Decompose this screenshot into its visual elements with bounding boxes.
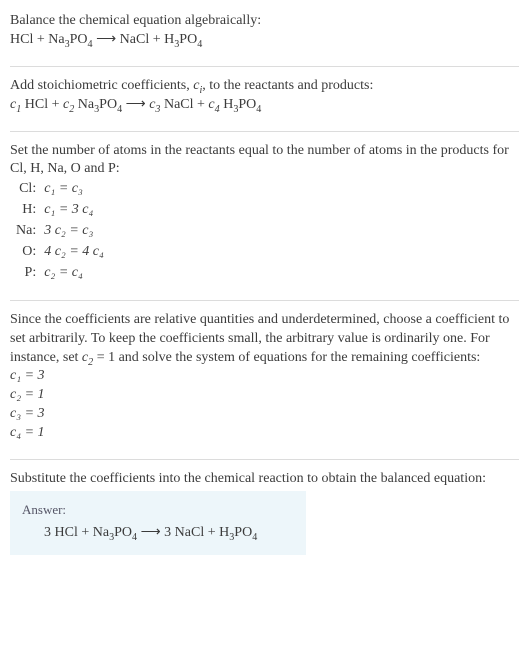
- subst-line: Substitute the coefficients into the che…: [10, 470, 519, 489]
- intro-section: Balance the chemical equation algebraica…: [10, 8, 519, 60]
- product-1: NaCl: [120, 32, 150, 47]
- atoms-table: Cl: c₁ = c₃ H: c₁ = 3 c₄ Na: 3 c₂ = c₃ O…: [14, 179, 110, 283]
- answer-label: Answer:: [22, 501, 294, 519]
- element-label: P:: [14, 263, 42, 284]
- separator: [10, 131, 519, 132]
- solve-para: Since the coefficients are relative quan…: [10, 311, 519, 368]
- stoich-section: Add stoichiometric coefficients, ci, to …: [10, 73, 519, 125]
- atom-balance: c₂ = c₄: [42, 263, 110, 284]
- solve-section: Since the coefficients are relative quan…: [10, 307, 519, 453]
- stoich-equation: c1 HCl + c2 Na3PO4 ⟶ c3 NaCl + c4 H3PO4: [10, 96, 519, 115]
- product-2: H3PO4: [164, 32, 202, 47]
- table-row: Cl: c₁ = c₃: [14, 179, 110, 200]
- table-row: H: c₁ = 3 c₄: [14, 200, 110, 221]
- coef-results: c₁ = 3 c₂ = 1 c₃ = 3 c₄ = 1: [10, 367, 519, 443]
- separator: [10, 459, 519, 460]
- coef-result: c₁ = 3: [10, 367, 519, 386]
- separator: [10, 66, 519, 67]
- table-row: O: 4 c₂ = 4 c₄: [14, 242, 110, 263]
- table-row: P: c₂ = c₄: [14, 263, 110, 284]
- balanced-equation: 3 HCl + Na3PO4 ⟶ 3 NaCl + H3PO4: [22, 524, 294, 543]
- subst-section: Substitute the coefficients into the che…: [10, 466, 519, 565]
- coef-result: c₂ = 1: [10, 386, 519, 405]
- element-label: O:: [14, 242, 42, 263]
- reactant-1: HCl: [10, 32, 33, 47]
- intro-equation: HCl + Na3PO4 ⟶ NaCl + H3PO4: [10, 31, 519, 50]
- atom-balance: 3 c₂ = c₃: [42, 221, 110, 242]
- separator: [10, 300, 519, 301]
- element-label: H:: [14, 200, 42, 221]
- reactant-2: Na3PO4: [48, 32, 92, 47]
- plus: +: [149, 32, 164, 47]
- atom-balance: c₁ = c₃: [42, 179, 110, 200]
- atoms-section: Set the number of atoms in the reactants…: [10, 138, 519, 294]
- atom-balance: c₁ = 3 c₄: [42, 200, 110, 221]
- atoms-line: Set the number of atoms in the reactants…: [10, 142, 519, 180]
- element-label: Cl:: [14, 179, 42, 200]
- answer-box: Answer: 3 HCl + Na3PO4 ⟶ 3 NaCl + H3PO4: [10, 491, 306, 555]
- table-row: Na: 3 c₂ = c₃: [14, 221, 110, 242]
- coef-result: c₄ = 1: [10, 424, 519, 443]
- arrow: ⟶: [93, 32, 120, 47]
- atom-balance: 4 c₂ = 4 c₄: [42, 242, 110, 263]
- coef-result: c₃ = 3: [10, 405, 519, 424]
- element-label: Na:: [14, 221, 42, 242]
- intro-line: Balance the chemical equation algebraica…: [10, 12, 519, 31]
- stoich-line: Add stoichiometric coefficients, ci, to …: [10, 77, 519, 96]
- plus: +: [33, 32, 48, 47]
